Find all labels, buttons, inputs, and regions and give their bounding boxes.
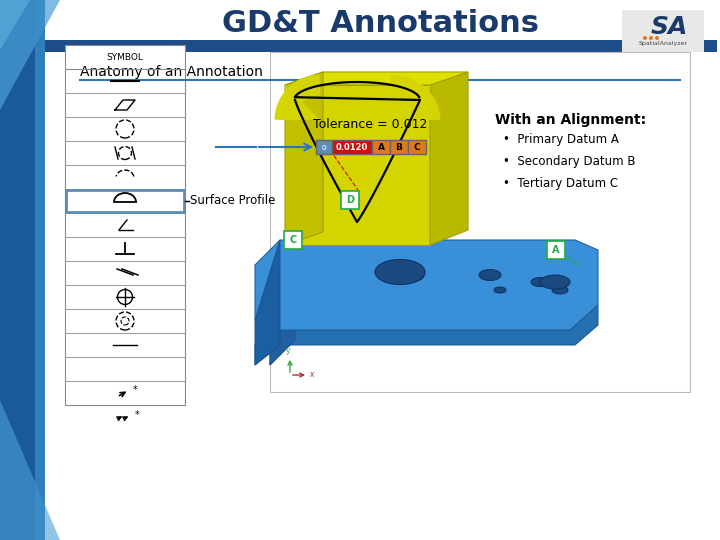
Text: SYMBOL: SYMBOL — [107, 52, 143, 62]
Polygon shape — [285, 85, 430, 245]
Text: With an Alignment:: With an Alignment: — [495, 113, 646, 127]
Bar — [547, 241, 565, 259]
Text: Tolerance = 0.012: Tolerance = 0.012 — [312, 118, 427, 132]
Bar — [66, 190, 184, 212]
Ellipse shape — [531, 278, 549, 287]
Polygon shape — [390, 85, 430, 120]
Text: •  Tertiary Datum C: • Tertiary Datum C — [503, 178, 618, 191]
Ellipse shape — [494, 287, 506, 293]
Ellipse shape — [649, 36, 653, 40]
Polygon shape — [270, 245, 595, 310]
Polygon shape — [285, 72, 468, 85]
Text: D: D — [346, 195, 354, 205]
Text: B: B — [395, 143, 402, 152]
Bar — [316, 140, 332, 154]
Text: GD&T Annotations: GD&T Annotations — [222, 10, 539, 38]
Polygon shape — [255, 305, 598, 365]
Polygon shape — [0, 400, 60, 540]
Text: A: A — [377, 143, 384, 152]
Ellipse shape — [479, 269, 501, 280]
Text: C: C — [289, 235, 297, 245]
Text: x: x — [310, 370, 315, 379]
Text: SA: SA — [651, 15, 688, 39]
Bar — [622, 10, 704, 52]
Polygon shape — [270, 245, 295, 365]
Text: Surface Profile: Surface Profile — [190, 194, 275, 207]
Bar — [284, 231, 302, 249]
Polygon shape — [285, 72, 323, 245]
Polygon shape — [430, 72, 468, 245]
Text: A: A — [552, 245, 559, 255]
Polygon shape — [285, 85, 320, 120]
Polygon shape — [0, 0, 45, 540]
Ellipse shape — [655, 36, 659, 40]
Bar — [408, 140, 426, 154]
Bar — [332, 140, 372, 154]
Polygon shape — [255, 240, 280, 365]
Polygon shape — [0, 0, 30, 50]
Polygon shape — [270, 285, 595, 365]
Bar — [65, 45, 185, 405]
Polygon shape — [255, 240, 598, 330]
Text: y: y — [286, 346, 290, 355]
Polygon shape — [0, 0, 60, 110]
Text: o: o — [322, 143, 326, 152]
Text: SpatialAnalyzer: SpatialAnalyzer — [639, 40, 688, 45]
Bar — [372, 140, 390, 154]
Bar — [341, 191, 359, 209]
Polygon shape — [270, 245, 595, 310]
Text: •  Primary Datum A: • Primary Datum A — [503, 133, 619, 146]
Text: Anatomy of an Annotation: Anatomy of an Annotation — [80, 65, 263, 79]
Text: *: * — [135, 410, 140, 420]
Ellipse shape — [552, 286, 568, 294]
Bar — [390, 140, 408, 154]
Text: C: C — [414, 143, 420, 152]
Bar — [45, 40, 717, 52]
Ellipse shape — [375, 260, 425, 285]
Ellipse shape — [540, 275, 570, 289]
Text: •  Secondary Datum B: • Secondary Datum B — [503, 156, 636, 168]
Ellipse shape — [643, 36, 647, 40]
Bar — [270, 52, 690, 392]
Bar — [35, 0, 45, 540]
Ellipse shape — [396, 268, 424, 282]
Text: *: * — [132, 385, 138, 395]
Text: 0.0120: 0.0120 — [336, 143, 368, 152]
